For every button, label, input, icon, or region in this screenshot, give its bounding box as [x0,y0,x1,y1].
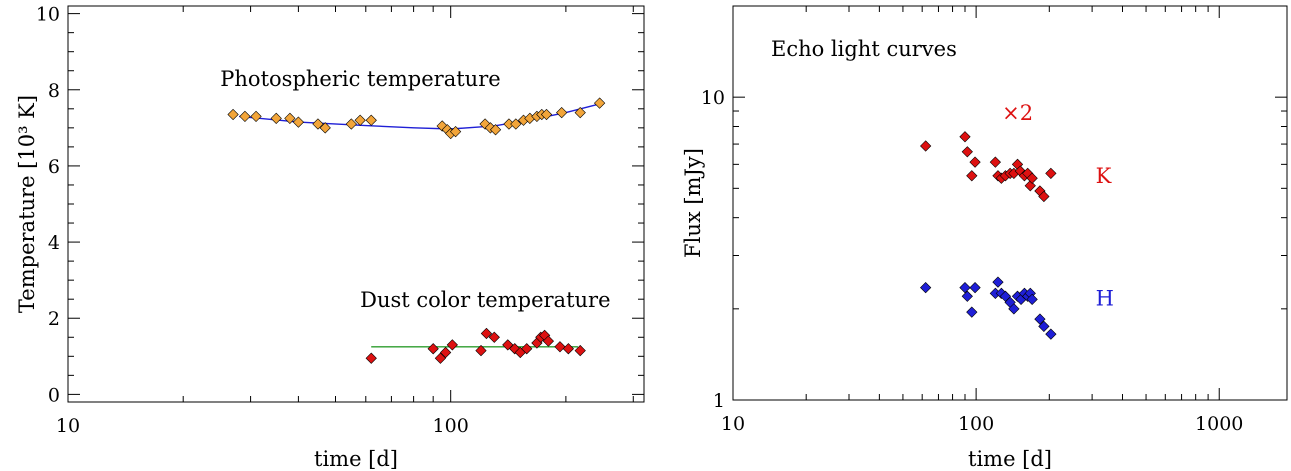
y-tick-label: 10 [701,87,725,109]
data-point [434,352,447,364]
data-point [961,290,973,302]
data-point [920,140,932,152]
data-point [354,114,366,126]
y-tick-label: 2 [48,308,60,330]
y-tick-label: 8 [48,80,60,102]
data-point [959,282,971,294]
data-point [562,343,574,355]
data-point [480,327,493,340]
y-tick-label: 6 [48,156,60,178]
annotation-label: H [1096,287,1114,311]
data-point [969,282,981,294]
x-axis-label: time [d] [314,447,398,471]
data-point [1026,293,1038,305]
data-point [319,122,331,134]
data-point [574,344,586,357]
data-point [449,126,462,138]
annotation-label: ×2 [1002,101,1033,125]
y-tick-label: 1 [713,390,725,412]
data-point [574,106,586,119]
data-point [989,156,1001,168]
data-point [521,343,533,355]
y-axis-label: Flux [mJy] [681,148,705,258]
data-point [239,110,251,123]
data-point [250,110,262,123]
data-point [992,276,1004,288]
y-axis-label: Temperature [10³ K] [15,95,39,313]
plot-frame [67,5,645,403]
x-tick-label: 100 [958,413,994,435]
data-point [312,118,324,130]
data-point [966,170,978,182]
plot-frame [732,5,1288,401]
data-point [365,352,377,364]
data-point [446,339,458,351]
annotation-label: Photospheric temperature [220,67,500,91]
annotation-label: Dust color temperature [360,288,610,312]
data-point [1034,313,1046,325]
chart-title: Echo light curves [771,37,957,61]
data-point [554,341,566,353]
data-point [961,146,973,158]
annotation-label: K [1096,164,1112,188]
data-point [292,116,305,128]
data-point [475,344,487,357]
y-tick-label: 0 [48,384,60,406]
x-axis-label: time [d] [968,447,1052,471]
data-point [959,131,971,143]
data-point [556,106,568,119]
data-point [1045,167,1057,180]
data-point [920,282,932,294]
data-point [488,331,500,343]
data-point [284,112,296,124]
data-point [542,335,554,347]
x-tick-label: 10 [56,415,80,437]
temperature-panel: 10 100 0 2 4 6 8 10 time [d] Temperature [10³ K] P… [15,4,645,471]
data-point [1008,303,1020,315]
data-point [1024,180,1036,192]
data-point [345,118,357,130]
data-point [966,306,978,318]
data-point [1038,320,1050,333]
data-point [270,112,282,124]
data-point [510,118,522,130]
data-point [439,346,452,359]
data-point [227,108,239,121]
data-point [593,97,606,109]
x-tick-label: 10 [721,413,745,435]
x-tick-label: 100 [433,415,469,437]
y-tick-label: 4 [48,232,60,254]
y-tick-label: 10 [36,4,60,26]
data-point [1045,328,1057,340]
data-point [489,124,502,136]
data-point [427,343,439,355]
data-point [1038,190,1050,203]
x-tick-label: 1000 [1195,413,1243,435]
data-point [969,156,981,168]
data-point [502,339,514,351]
data-point [1026,172,1038,184]
data-point [540,108,553,121]
data-point [365,114,377,126]
